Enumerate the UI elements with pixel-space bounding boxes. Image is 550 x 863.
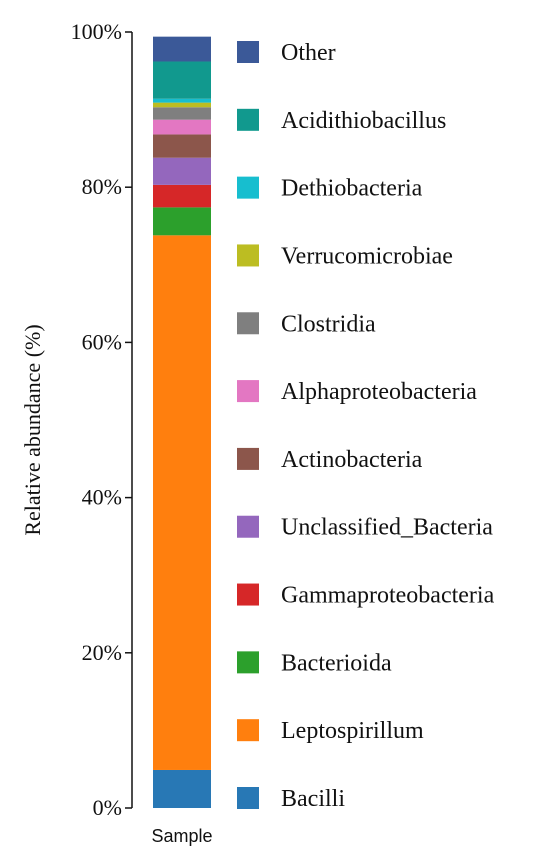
legend-label: Clostridia (281, 311, 376, 337)
legend-swatch (237, 244, 259, 267)
legend-swatch (237, 41, 259, 63)
legend-swatch (237, 108, 259, 131)
bar-segment (153, 61, 211, 99)
legend-item: Clostridia (237, 311, 376, 337)
y-axis-label: Relative abundance (%) (20, 324, 45, 535)
y-tick-label: 20% (82, 640, 122, 665)
bar-segment (153, 36, 211, 62)
legend-swatch (237, 515, 259, 538)
bar-segment (153, 157, 211, 185)
legend-label: Dethiobacteria (281, 176, 423, 202)
legend-label: Actinobacteria (281, 447, 423, 473)
legend-swatch (237, 176, 259, 199)
bar-segment (153, 119, 211, 135)
legend-label: Acidithiobacillus (281, 108, 446, 134)
legend-item: Bacterioida (237, 650, 392, 676)
y-tick-label: 0% (93, 795, 122, 820)
legend-item: Unclassified_Bacteria (237, 515, 493, 541)
legend-swatch (237, 312, 259, 335)
legend-swatch (237, 447, 259, 470)
legend-label: Unclassified_Bacteria (281, 515, 493, 541)
legend-label: Alphaproteobacteria (281, 379, 477, 405)
bar-segment (153, 98, 211, 103)
legend-label: Leptospirillum (281, 718, 424, 744)
bar-segment (153, 235, 211, 770)
bar-segment (153, 769, 211, 808)
legend-swatch (237, 787, 259, 809)
legend-item: Leptospirillum (237, 718, 424, 744)
legend-swatch (237, 583, 259, 606)
bar-segment (153, 107, 211, 120)
legend-swatch (237, 651, 259, 674)
bar-segment (153, 207, 211, 236)
legend-swatch (237, 380, 259, 403)
y-tick-label: 40% (82, 485, 122, 510)
legend-item: Dethiobacteria (237, 176, 423, 202)
legend-item: Other (237, 40, 336, 66)
bar-segment (153, 134, 211, 158)
legend-item: Verrucomicrobiae (237, 243, 453, 269)
y-tick-label: 80% (82, 174, 122, 199)
y-tick-label: 60% (82, 329, 122, 354)
y-tick-label: 100% (71, 19, 122, 44)
legend-item: Acidithiobacillus (237, 108, 446, 134)
legend-item: Gammaproteobacteria (237, 583, 495, 609)
legend-label: Other (281, 40, 336, 66)
legend-swatch (237, 719, 259, 742)
legend-label: Gammaproteobacteria (281, 583, 495, 609)
legend-label: Verrucomicrobiae (281, 243, 453, 269)
x-tick-label: Sample (151, 826, 212, 846)
bar-segment (153, 184, 211, 208)
legend-label: Bacilli (281, 786, 345, 812)
legend-item: Actinobacteria (237, 447, 423, 473)
bar-segment (153, 102, 211, 108)
legend-item: Bacilli (237, 786, 345, 812)
legend-item: Alphaproteobacteria (237, 379, 477, 405)
legend-label: Bacterioida (281, 650, 392, 676)
